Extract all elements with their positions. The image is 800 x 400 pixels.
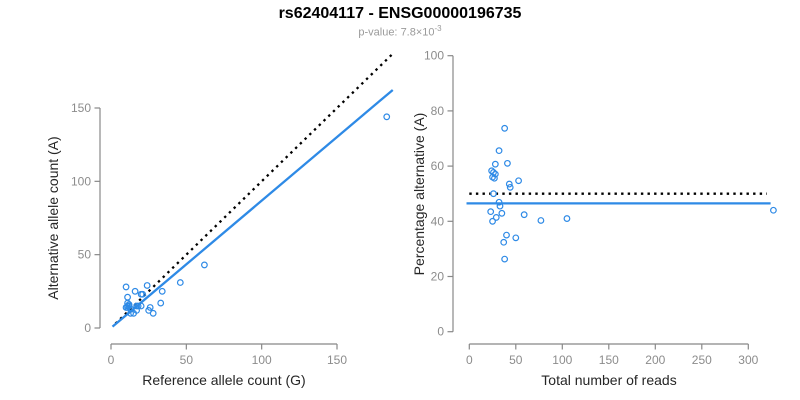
data-point	[512, 234, 520, 242]
data-point	[158, 287, 166, 295]
data-point	[124, 293, 131, 301]
plot-title: rs62404117 - ENSG00000196735	[278, 5, 522, 22]
data-point	[500, 238, 508, 246]
right-y-axis-title: Percentage alternative (A)	[411, 113, 427, 276]
data-point	[176, 279, 184, 286]
data-point	[770, 206, 777, 214]
data-point	[537, 217, 545, 224]
data-point	[491, 174, 498, 182]
x-tick-label: 100	[552, 353, 572, 367]
x-tick-label: 300	[738, 353, 758, 367]
y-tick-label: 60	[431, 159, 445, 173]
data-point	[506, 183, 514, 191]
plot-subtitle: p-value: 7.8×10-3	[0, 24, 800, 39]
x-tick-label: 100	[252, 353, 272, 367]
data-point	[383, 113, 391, 121]
data-point	[131, 287, 139, 295]
x-tick-label: 50	[509, 353, 523, 367]
data-point	[563, 215, 571, 222]
y-tick-label: 80	[431, 104, 445, 118]
data-point	[143, 282, 151, 289]
x-tick-label: 250	[692, 353, 712, 367]
left-y-axis-title: Alternative allele count (A)	[45, 136, 61, 299]
x-tick-label: 0	[466, 353, 473, 367]
data-point	[492, 214, 500, 221]
right-panel-points	[487, 124, 777, 263]
data-point	[504, 159, 511, 167]
left-panel-lines	[111, 51, 396, 328]
y-tick-label: 40	[431, 214, 445, 228]
data-point	[149, 309, 157, 317]
x-tick-label: 200	[645, 353, 665, 367]
y-tick-label: 100	[424, 49, 444, 63]
right-panel-axes: 0 50 100 150 200 250 300 0 20 40 60 80 100	[424, 49, 759, 367]
data-point	[491, 160, 499, 168]
data-point	[501, 255, 509, 263]
left-panel-axes: 0 50 100 150 0 50 100 150	[71, 101, 347, 367]
right-panel-lines	[466, 192, 771, 205]
y-tick-label: 20	[431, 270, 445, 284]
data-point	[157, 299, 165, 307]
y-tick-label: 0	[84, 321, 91, 335]
data-point	[127, 309, 134, 317]
data-point	[488, 167, 496, 175]
pvalue-exponent: -3	[434, 24, 442, 33]
data-point	[505, 180, 513, 188]
data-point	[122, 283, 130, 291]
data-point	[489, 217, 496, 225]
y-tick-label: 100	[71, 174, 91, 188]
data-point	[139, 290, 147, 298]
right-panel: 0 50 100 150 200 250 300 0 20 40 60 80 100 Total num…	[411, 49, 777, 388]
left-panel-points	[122, 113, 391, 317]
data-point	[520, 211, 528, 219]
y-tick-label: 0	[437, 325, 444, 339]
data-point	[487, 208, 495, 216]
data-point	[501, 124, 509, 132]
pvalue-mantissa: 7.8×10	[400, 26, 435, 39]
data-point	[125, 301, 133, 308]
identity-line	[114, 51, 396, 325]
data-point	[490, 190, 497, 198]
y-tick-label: 150	[71, 101, 91, 115]
data-point	[137, 302, 145, 310]
data-point	[145, 306, 153, 314]
pvalue-label: p-value:	[358, 26, 401, 39]
data-point	[498, 209, 506, 217]
data-point	[127, 305, 134, 313]
right-x-axis-title: Total number of reads	[541, 372, 676, 388]
data-point	[201, 261, 208, 269]
x-tick-label: 150	[599, 353, 619, 367]
x-tick-label: 0	[108, 353, 115, 367]
x-tick-label: 150	[327, 353, 347, 367]
left-x-axis-title: Reference allele count (G)	[142, 372, 305, 388]
data-point	[495, 147, 503, 155]
data-point	[503, 231, 510, 239]
data-point	[130, 309, 138, 317]
regression-line	[111, 89, 394, 328]
data-point	[496, 202, 504, 210]
x-tick-label: 50	[180, 353, 194, 367]
data-point	[515, 177, 522, 185]
y-tick-label: 50	[78, 248, 92, 262]
data-point	[134, 302, 142, 310]
data-point	[495, 198, 503, 206]
data-point	[491, 170, 499, 178]
left-panel: 0 50 100 150 0 50 100 150 Reference allele coun…	[45, 51, 396, 388]
